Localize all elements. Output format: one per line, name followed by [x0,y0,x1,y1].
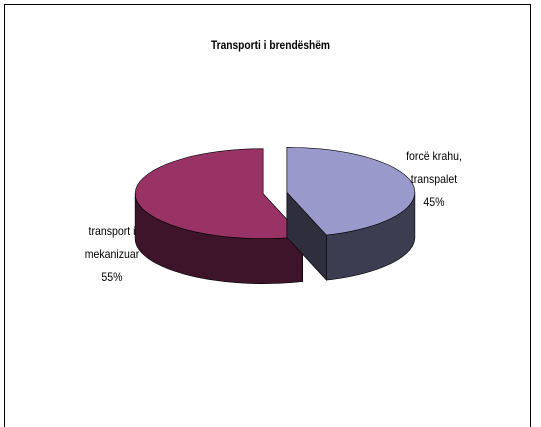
value-label: 45% [423,195,445,209]
chart-frame [4,4,531,427]
slice-top [134,148,304,239]
data-label: forcë krahu, transpalet 45% [397,145,471,214]
pie-slice [134,148,304,285]
data-label: transport i mekanizuar 55% [75,220,149,289]
slice-top [286,146,416,236]
chart-title: Transporti i brendëshëm [210,38,331,52]
value-label: 55% [101,270,123,284]
category-label: transport i mekanizuar [84,224,140,261]
category-label: forcë krahu, transpalet [406,149,462,186]
pie-slice [286,146,416,281]
